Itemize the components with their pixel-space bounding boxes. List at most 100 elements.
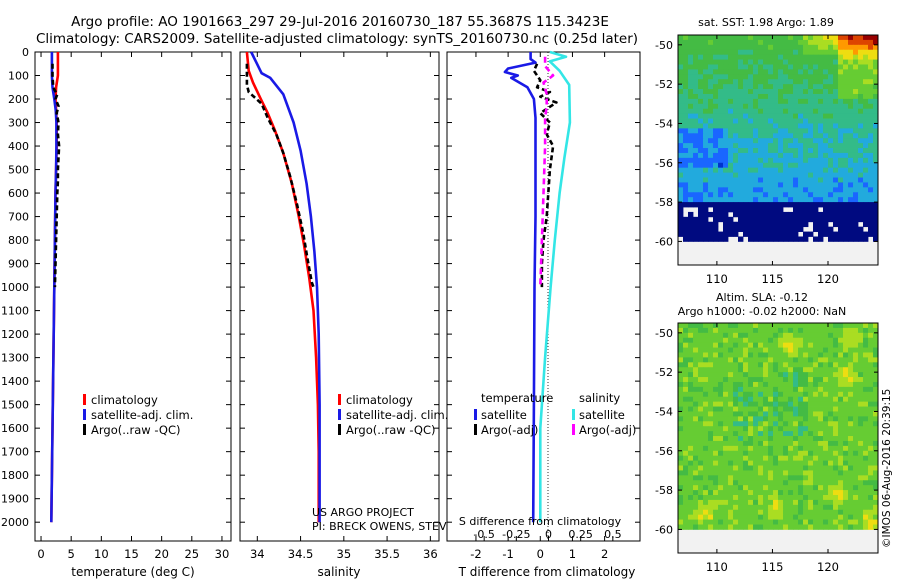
heatmap-cell — [743, 372, 749, 378]
heatmap-cell — [728, 231, 734, 237]
heatmap-cell — [728, 416, 734, 422]
heatmap-cell — [813, 514, 819, 520]
heatmap-cell — [873, 327, 879, 334]
heatmap-cell — [873, 231, 879, 237]
heatmap-cell — [853, 509, 859, 516]
heatmap-cell — [818, 123, 824, 129]
heatmap-cell — [813, 192, 819, 198]
heatmap-cell — [828, 431, 834, 437]
heatmap-cell — [853, 221, 859, 228]
heatmap-cell — [828, 74, 834, 80]
heatmap-cell — [843, 362, 849, 368]
heatmap-cell — [733, 426, 739, 432]
heatmap-cell — [738, 152, 744, 159]
heatmap-cell — [808, 54, 814, 60]
heatmap-cell — [818, 103, 824, 110]
heatmap-cell — [868, 128, 874, 134]
heatmap-cell — [713, 514, 719, 520]
heatmap-cell — [778, 367, 784, 373]
heatmap-cell — [848, 332, 854, 339]
temperature-x-axis: 0 5 10 15 20 25 30 — [37, 52, 229, 561]
heatmap-cell — [858, 39, 864, 46]
heatmap-cell — [683, 445, 689, 452]
heatmap-cell — [808, 207, 814, 213]
heatmap-cell — [758, 431, 764, 437]
heatmap-cell — [678, 381, 684, 388]
heatmap-cell — [798, 138, 804, 144]
heatmap-cell — [833, 357, 839, 363]
heatmap-cell — [743, 44, 749, 51]
heatmap-cell — [693, 35, 699, 41]
heatmap-cell — [818, 411, 824, 417]
heatmap-cell — [798, 64, 804, 70]
heatmap-cell — [848, 123, 854, 129]
heatmap-cell — [788, 490, 794, 496]
heatmap-cell — [773, 431, 779, 437]
heatmap-cell — [733, 89, 739, 95]
heatmap-cell — [708, 148, 714, 154]
heatmap-cell — [838, 64, 844, 70]
heatmap-cell — [758, 416, 764, 422]
heatmap-cell — [693, 216, 699, 223]
heatmap-cell — [853, 172, 859, 178]
heatmap-cell — [793, 342, 799, 348]
heatmap-cell — [858, 480, 864, 486]
heatmap-cell — [678, 89, 684, 95]
heatmap-cell — [723, 207, 729, 213]
heatmap-cell — [798, 455, 804, 461]
heatmap-cell — [688, 231, 694, 237]
heatmap-cell — [853, 103, 859, 110]
heatmap-cell — [778, 347, 784, 353]
heatmap-cell — [728, 128, 734, 134]
heatmap-cell — [813, 372, 819, 378]
heatmap-cell — [703, 152, 709, 159]
heatmap-cell — [693, 460, 699, 466]
heatmap-cell — [723, 499, 729, 506]
heatmap-cell — [728, 327, 734, 334]
heatmap-cell — [758, 211, 764, 218]
heatmap-cell — [703, 187, 709, 193]
heatmap-cell — [763, 470, 769, 476]
heatmap-cell — [823, 44, 829, 51]
heatmap-cell — [743, 79, 749, 85]
heatmap-cell — [683, 64, 689, 70]
heatmap-cell — [763, 490, 769, 496]
heatmap-cell — [738, 475, 744, 481]
heatmap-cell — [813, 470, 819, 476]
heatmap-cell — [733, 421, 739, 427]
heatmap-cell — [848, 455, 854, 461]
heatmap-cell — [793, 236, 799, 242]
heatmap-cell — [728, 411, 734, 417]
heatmap-cell — [803, 187, 809, 193]
heatmap-cell — [723, 386, 729, 393]
heatmap-cell — [803, 367, 809, 373]
heatmap-cell — [708, 89, 714, 95]
heatmap-cell — [733, 470, 739, 476]
heatmap-cell — [858, 74, 864, 80]
heatmap-cell — [783, 416, 789, 422]
heatmap-cell — [793, 485, 799, 491]
heatmap-cell — [863, 391, 869, 398]
heatmap-cell — [743, 93, 749, 100]
heatmap-cell — [723, 504, 729, 511]
heatmap-cell — [833, 342, 839, 348]
heatmap-cell — [838, 44, 844, 51]
heatmap-cell — [838, 495, 844, 501]
heatmap-cell — [698, 421, 704, 427]
heatmap-cell — [823, 118, 829, 124]
heatmap-cell — [703, 226, 709, 232]
x-tick-label: 20 — [154, 547, 169, 561]
heatmap-cell — [693, 445, 699, 452]
legend-swatch — [474, 409, 477, 420]
heatmap-cell — [868, 396, 874, 403]
heatmap-cell — [783, 509, 789, 516]
heatmap-cell — [778, 157, 784, 164]
difference-x-axis: -2 -1 0 1 2 — [447, 51, 640, 561]
heatmap-cell — [828, 524, 834, 530]
heatmap-cell — [768, 202, 774, 208]
heatmap-cell — [773, 35, 779, 41]
heatmap-cell — [803, 381, 809, 388]
legend-swatch — [572, 424, 575, 435]
heatmap-cell — [768, 221, 774, 228]
heatmap-cell — [873, 39, 879, 46]
